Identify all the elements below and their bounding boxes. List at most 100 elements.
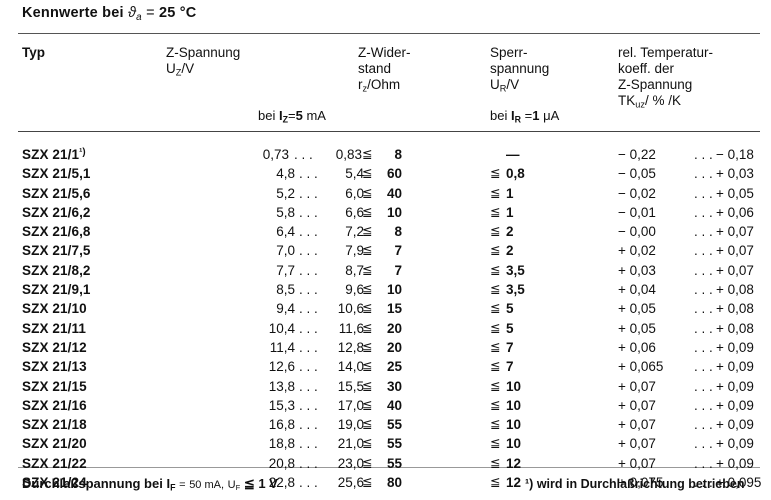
cell-ur-le-icon: ≦ [490, 436, 501, 451]
cell-ur-value: 7 [506, 339, 514, 355]
footer-note-forward-voltage: Durchlaßspannung bei IF = 50 mA, UF ≦ 1 … [22, 476, 278, 493]
rule-header-bottom [18, 131, 760, 132]
column-header-sperrspannung-line1: Sperr- [490, 45, 528, 60]
cell-tk-range-dots: . . . [694, 301, 713, 317]
cell-ur-value: 10 [506, 417, 522, 433]
cell-uz-max: 21,0 [337, 436, 364, 452]
cell-typ-label: SZX 21/7,5 [22, 243, 91, 259]
cell-ur-value: 3,5 [506, 282, 525, 298]
cell-uz-min: 18,8 [268, 436, 295, 452]
cell-tk-max: + 0,03 [716, 166, 754, 182]
cell-rz-le-icon: ≦ [362, 417, 373, 432]
cell-tk-range-dots: . . . [694, 224, 713, 240]
cell-rz-le-icon: ≦ [362, 185, 373, 200]
cell-uz-max: 7,9 [345, 243, 364, 259]
cell-uz-min: 16,8 [268, 417, 295, 433]
cell-tk-min: + 0,07 [618, 417, 656, 433]
cell-tk-range-dots: . . . [694, 147, 713, 162]
cell-tk-range-dots: . . . [694, 475, 713, 491]
cell-tk-max: + 0,08 [716, 320, 754, 336]
cell-uz-range-dots: . . . [299, 475, 318, 491]
cell-ur-le-icon: ≦ [490, 475, 501, 490]
cell-uz-max: 9,6 [345, 282, 364, 298]
column-header-z-widerstand: Z-Wider- stand rz/Ohm [358, 45, 411, 93]
cell-uz-range-dots: . . . [294, 147, 313, 162]
ambient-temp-symbol: ϑa [127, 5, 142, 23]
cell-ur-value: 1 [506, 185, 514, 201]
cell-uz-min: 5,8 [276, 204, 295, 220]
column-header-typ-line1: Typ [22, 45, 45, 60]
column-header-temp-koeff-line3: Z-Spannung [618, 77, 693, 92]
table-row: SZX 21/13 12,6. . . 14,0 ≦ 25 ≦ 7 + 0,065. . . +… [0, 357, 771, 376]
cell-uz-range-dots: . . . [299, 339, 318, 355]
column-header-z-widerstand-line2: stand [358, 61, 392, 76]
column-header-z-spannung-line1: Z-Spannung [166, 45, 241, 60]
cell-tk-min: + 0,075 [618, 475, 664, 491]
cell-tk-min: + 0,06 [618, 339, 656, 355]
cell-tk-min: − 0,05 [618, 166, 656, 182]
cell-typ: SZX 21/5,1 [22, 164, 91, 183]
cell-rz-le-icon: ≦ [362, 320, 373, 335]
cell-rz-value: 20 [386, 320, 402, 336]
cell-ur-le-icon: ≦ [490, 378, 501, 393]
cell-uz-min: 15,3 [268, 397, 295, 413]
cell-tk-range-dots: . . . [694, 185, 713, 201]
cell-ur-value: 7 [506, 359, 514, 375]
cell-rz-value: 7 [394, 262, 402, 278]
cell-rz-le-icon: ≦ [362, 301, 373, 316]
cell-tk-range-dots: . . . [694, 204, 713, 220]
cell-uz-min: 10,4 [268, 320, 295, 336]
cell-rz-value: 10 [386, 204, 402, 220]
cell-uz-range-dots: . . . [299, 436, 318, 452]
cell-typ-label: SZX 21/5,6 [22, 185, 91, 201]
cell-ur-le-icon: ≦ [490, 282, 501, 297]
cell-tk-range-dots: . . . [694, 243, 713, 259]
table-row: SZX 21/9,1 8,5. . . 9,6 ≦ 10 ≦ 3,5 + 0,04. . . +… [0, 280, 771, 299]
cell-uz-min: 7,0 [276, 243, 295, 259]
cell-ur-le-icon: ≦ [490, 204, 501, 219]
cell-tk-range-dots: . . . [694, 166, 713, 182]
cell-rz-le-icon: ≦ [362, 147, 373, 161]
cell-uz-min: 0,73 [262, 147, 289, 162]
cell-tk-max: − 0,18 [716, 147, 754, 162]
cell-tk-min: + 0,05 [618, 301, 656, 317]
cell-uz-min: 13,8 [268, 378, 295, 394]
cell-typ: SZX 21/11 [22, 319, 86, 338]
cell-rz-value: 40 [386, 185, 402, 201]
cell-tk-max: + 0,09 [716, 397, 754, 413]
table-row: SZX 21/20 18,8. . . 21,0 ≦ 55 ≦ 10 + 0,07. . . +… [0, 434, 771, 453]
column-header-temp-koeff-line2: koeff. der [618, 61, 675, 76]
table-row: SZX 21/12 11,4. . . 12,8 ≦ 20 ≦ 7 + 0,06. . . + … [0, 338, 771, 357]
cell-uz-max: 25,6 [337, 475, 364, 491]
cell-uz-max: 0,83 [335, 147, 362, 162]
cell-tk-max: + 0,07 [716, 262, 754, 278]
cell-rz-value: 55 [386, 436, 402, 452]
cell-uz-range-dots: . . . [299, 455, 318, 471]
cell-tk-min: + 0,07 [618, 436, 656, 452]
cell-uz-min: 8,5 [276, 282, 295, 298]
cell-uz-range-dots: . . . [299, 397, 318, 413]
column-header-z-widerstand-unit: rz/Ohm [358, 77, 401, 94]
cell-tk-range-dots: . . . [694, 397, 713, 413]
cell-uz-range-dots: . . . [299, 262, 318, 278]
cell-typ-label: SZX 21/16 [22, 397, 87, 413]
cell-uz-min: 6,4 [276, 224, 295, 240]
cell-tk-min: − 0,22 [618, 147, 656, 162]
cell-tk-min: + 0,07 [618, 378, 656, 394]
cell-uz-max: 23,0 [337, 455, 364, 471]
cell-uz-min: 5,2 [276, 185, 295, 201]
cell-typ: SZX 21/6,8 [22, 222, 91, 241]
table-row: SZX 21/15 13,8. . . 15,5 ≦ 30 ≦ 10 + 0,07. . . +… [0, 377, 771, 396]
cell-typ: SZX 21/5,6 [22, 184, 91, 203]
column-header-z-spannung: Z-Spannung UZ/V [166, 45, 240, 77]
cell-tk-range-dots: . . . [694, 282, 713, 298]
cell-ur-value: 10 [506, 436, 522, 452]
cell-ur-value: 2 [506, 243, 514, 259]
rule-bottom [18, 467, 760, 468]
cell-typ: SZX 21/15 [22, 377, 87, 396]
table-row: SZX 21/7,5 7,0. . . 7,9 ≦ 7 ≦ 2 + 0,02. . . + 0,… [0, 241, 771, 260]
cell-tk-min: − 0,00 [618, 224, 656, 240]
column-header-temp-koeff-line1: rel. Temperatur- [618, 45, 714, 60]
cell-uz-max: 11,6 [338, 320, 364, 336]
cell-rz-value: 8 [394, 147, 402, 162]
